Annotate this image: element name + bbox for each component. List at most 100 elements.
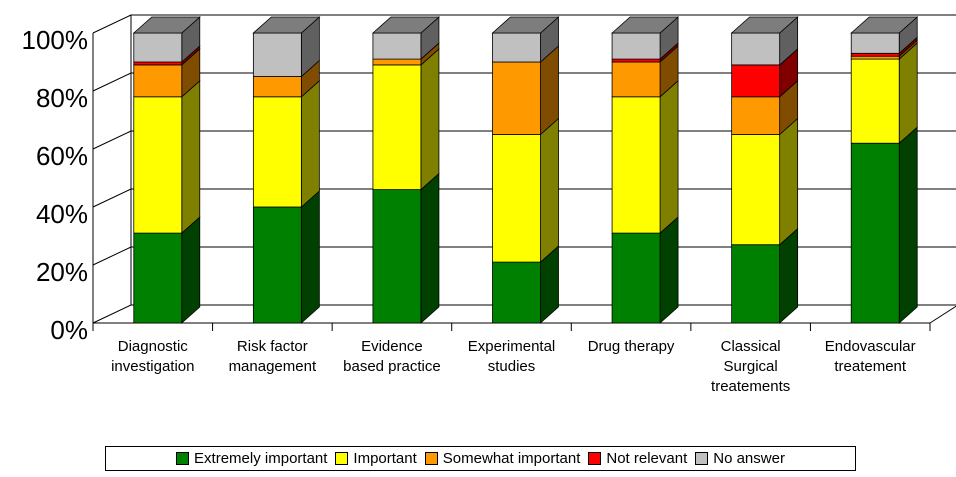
bar bbox=[731, 64, 781, 98]
bar bbox=[731, 244, 781, 324]
bar-segment bbox=[133, 79, 201, 234]
legend-swatch bbox=[695, 452, 709, 465]
bar bbox=[372, 32, 422, 60]
grid-line-side bbox=[92, 14, 132, 34]
bar bbox=[133, 64, 183, 98]
x-tick-label: Evidence based practice bbox=[343, 338, 441, 375]
grid-line-side bbox=[92, 304, 132, 324]
bar bbox=[850, 55, 900, 60]
bar-segment bbox=[372, 48, 440, 191]
legend-label: No answer bbox=[713, 450, 785, 467]
bar-side bbox=[659, 79, 679, 234]
bar bbox=[133, 96, 183, 234]
bar bbox=[611, 232, 661, 324]
bar bbox=[850, 142, 900, 324]
x-tick-label: Classical Surgical treatements bbox=[711, 338, 791, 395]
legend-label: Extremely important bbox=[194, 450, 328, 467]
bar-side bbox=[181, 79, 201, 234]
bar-segment bbox=[133, 216, 201, 324]
grid-line-side bbox=[92, 130, 132, 150]
legend-item: No answer bbox=[695, 450, 785, 467]
bar-segment bbox=[492, 245, 559, 324]
bar-segment bbox=[611, 45, 679, 98]
legend-swatch bbox=[588, 452, 602, 465]
y-tick-label: 0% bbox=[50, 315, 88, 345]
bar bbox=[850, 52, 900, 57]
bar bbox=[611, 96, 661, 234]
y-tick-label: 100% bbox=[22, 25, 89, 55]
bar bbox=[850, 58, 900, 144]
bar-segment bbox=[730, 16, 799, 66]
bar bbox=[133, 61, 183, 66]
x-tick-label: Experimental studies bbox=[467, 338, 556, 375]
bar bbox=[372, 58, 422, 66]
bar-segment bbox=[611, 216, 679, 324]
x-tick-label: Risk factor management bbox=[228, 338, 317, 375]
bar-segment bbox=[611, 16, 680, 60]
legend-item: Not relevant bbox=[588, 450, 687, 467]
bar-segment bbox=[252, 59, 320, 98]
bar-segment bbox=[491, 16, 560, 63]
x-tick-label: Endovascular treatement bbox=[824, 338, 916, 375]
bar-side bbox=[659, 216, 679, 324]
legend: Extremely important Important Somewhat imp… bbox=[105, 446, 856, 471]
bar-segment bbox=[372, 172, 440, 324]
bar-segment bbox=[731, 117, 799, 246]
bar-segment bbox=[371, 16, 440, 60]
bar-top bbox=[850, 16, 919, 34]
bar bbox=[611, 61, 661, 98]
bar bbox=[492, 32, 541, 63]
legend-swatch bbox=[335, 452, 349, 465]
y-tick-label: 20% bbox=[36, 257, 88, 287]
bar bbox=[252, 206, 302, 324]
bar-segment bbox=[252, 79, 320, 208]
bar-side bbox=[779, 227, 799, 324]
bar-top bbox=[491, 16, 560, 34]
bar-side bbox=[181, 216, 201, 324]
bar-side bbox=[300, 190, 320, 324]
bar-side bbox=[898, 42, 918, 145]
bar bbox=[731, 32, 781, 66]
bar bbox=[611, 32, 661, 60]
bar bbox=[252, 96, 302, 208]
grid-line-side bbox=[92, 72, 132, 92]
bar-segment bbox=[731, 79, 799, 136]
bar bbox=[731, 96, 781, 135]
bar-top bbox=[611, 16, 680, 34]
bar-segment bbox=[252, 16, 321, 78]
bar bbox=[252, 32, 302, 77]
bar bbox=[252, 76, 302, 98]
x-tick-label: Diagnostic investigation bbox=[111, 338, 195, 375]
bar-top bbox=[371, 16, 440, 34]
bar-segment bbox=[492, 117, 559, 263]
y-tick-label: 40% bbox=[36, 199, 88, 229]
legend-swatch bbox=[176, 452, 190, 465]
legend-swatch bbox=[424, 452, 438, 465]
bar-segment bbox=[850, 16, 919, 55]
bar bbox=[133, 232, 183, 324]
y-tick-label: 60% bbox=[36, 141, 88, 171]
floor-right bbox=[929, 305, 956, 324]
bar bbox=[492, 61, 541, 135]
legend-item: Somewhat important bbox=[424, 450, 581, 467]
legend-item: Important bbox=[335, 450, 417, 467]
bar-side bbox=[300, 79, 320, 208]
bar-top bbox=[252, 16, 321, 34]
legend-label: Important bbox=[353, 450, 417, 467]
legend-label: Somewhat important bbox=[442, 450, 581, 467]
grid-line-side bbox=[92, 246, 132, 266]
bar-segment bbox=[731, 48, 799, 98]
bar-side bbox=[779, 117, 799, 246]
bar-segment bbox=[132, 16, 201, 63]
legend-item: Extremely important bbox=[176, 450, 327, 467]
bar bbox=[731, 134, 781, 246]
x-tick-label: Drug therapy bbox=[587, 338, 675, 355]
legend-label: Not relevant bbox=[606, 450, 688, 467]
bar bbox=[850, 32, 900, 54]
bar-side bbox=[540, 117, 559, 263]
bar bbox=[492, 261, 541, 324]
bar-segment bbox=[731, 227, 799, 324]
grid-line-side bbox=[92, 188, 132, 208]
